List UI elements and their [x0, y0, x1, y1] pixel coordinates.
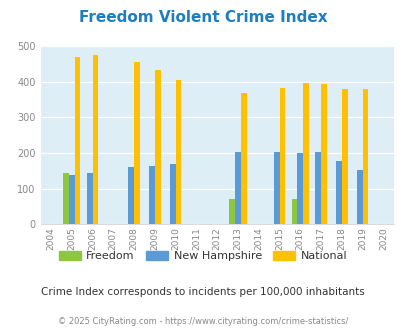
Bar: [279, 87, 285, 224]
Bar: [169, 164, 175, 224]
Bar: [356, 170, 362, 224]
Bar: [335, 161, 341, 224]
Bar: [240, 93, 246, 224]
Bar: [92, 55, 98, 224]
Text: Freedom Violent Crime Index: Freedom Violent Crime Index: [79, 10, 326, 25]
Bar: [303, 82, 308, 224]
Bar: [75, 57, 80, 224]
Bar: [320, 84, 326, 224]
Bar: [362, 89, 368, 224]
Bar: [273, 152, 279, 224]
Bar: [134, 62, 140, 224]
Bar: [315, 152, 320, 224]
Text: Crime Index corresponds to incidents per 100,000 inhabitants: Crime Index corresponds to incidents per…: [41, 287, 364, 297]
Text: © 2025 CityRating.com - https://www.cityrating.com/crime-statistics/: © 2025 CityRating.com - https://www.city…: [58, 317, 347, 326]
Bar: [69, 175, 75, 224]
Bar: [229, 199, 234, 224]
Bar: [128, 167, 134, 224]
Bar: [291, 199, 297, 224]
Bar: [154, 70, 160, 224]
Bar: [341, 89, 347, 224]
Bar: [175, 80, 181, 224]
Bar: [87, 174, 92, 224]
Bar: [297, 153, 303, 224]
Legend: Freedom, New Hampshire, National: Freedom, New Hampshire, National: [54, 247, 351, 266]
Bar: [234, 152, 240, 224]
Bar: [63, 174, 69, 224]
Bar: [149, 166, 154, 224]
